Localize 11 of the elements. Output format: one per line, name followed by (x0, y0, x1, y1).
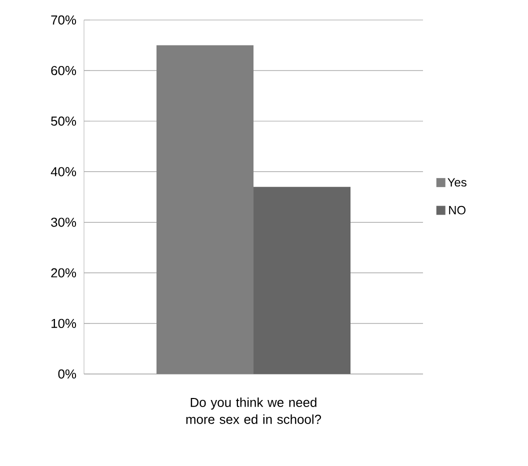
x-tick-label: Do you think we need more sex ed in school? (186, 398, 322, 424)
y-tick-label: 20% (51, 268, 76, 278)
y-tick-label: 0% (58, 369, 76, 379)
y-tick-label: 30% (51, 218, 76, 227)
y-tick-label: 40% (50, 167, 76, 176)
y-tick-label: 10% (52, 318, 76, 328)
y-tick-label: 50% (51, 116, 76, 126)
y-tick-label: 60% (51, 66, 76, 76)
legend-label: NO (449, 206, 466, 214)
legend-label: Yes (448, 178, 466, 187)
y-tick-label: 70% (51, 15, 76, 25)
